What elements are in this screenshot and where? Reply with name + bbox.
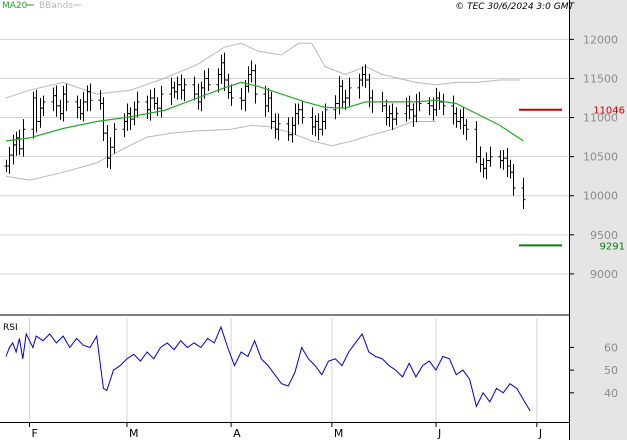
price-bar <box>427 97 432 116</box>
copyright-text: © TEC 30/6/2024 3:0 GMT <box>455 2 575 12</box>
price-bar <box>239 87 244 110</box>
price-bar <box>276 113 281 141</box>
price-bar <box>17 129 22 156</box>
price-level-label: 9291 <box>600 241 625 252</box>
price-bar <box>7 146 12 174</box>
price-bar <box>394 107 399 126</box>
price-bar <box>81 91 86 122</box>
price-bar <box>108 137 113 170</box>
price-y-ticks: 12000 11500 11000 10500 10000 9500 9000 <box>569 33 618 281</box>
price-bar <box>21 119 26 157</box>
rsi-y-tick-label: 60 <box>604 341 618 354</box>
price-y-tick-label: 9500 <box>590 229 618 242</box>
price-bar <box>229 84 234 106</box>
price-grid <box>0 38 569 275</box>
price-y-tick-label: 11500 <box>583 72 618 85</box>
price-levels: 11046 9291 <box>519 106 625 252</box>
price-bar <box>206 68 211 91</box>
ma20-layer <box>5 81 524 142</box>
price-bar <box>112 123 117 154</box>
bband-upper-line <box>5 42 520 99</box>
price-bar <box>296 103 301 125</box>
price-bars <box>4 52 526 210</box>
rsi-layer <box>5 325 531 412</box>
price-bar <box>101 97 106 141</box>
price-bar <box>484 152 489 180</box>
x-tick-label: M <box>334 427 344 440</box>
price-bar <box>488 146 493 167</box>
price-bar <box>474 121 479 163</box>
price-bar <box>135 91 140 118</box>
x-tick-label: F <box>32 427 38 440</box>
price-bar <box>286 117 291 141</box>
price-bar <box>363 64 368 88</box>
price-bar <box>343 89 348 110</box>
price-bar <box>182 78 187 102</box>
price-bar <box>347 77 352 108</box>
ma20-line <box>5 81 524 142</box>
right-axis-panel <box>569 0 627 440</box>
price-y-tick-label: 10000 <box>583 190 618 203</box>
price-bar <box>128 107 133 131</box>
legend-label-ma20: MA20 <box>2 1 28 11</box>
rsi-y-tick-label: 40 <box>604 387 618 400</box>
price-bar <box>501 149 506 170</box>
x-tick-label: M <box>129 427 139 440</box>
rsi-y-tick-label: 50 <box>604 364 618 377</box>
bband-lower-line <box>5 121 436 181</box>
x-tick-label: J <box>437 427 441 440</box>
price-bar <box>521 177 526 210</box>
price-bar <box>222 52 227 91</box>
price-bar <box>192 76 197 101</box>
price-bar <box>511 164 516 196</box>
price-bar <box>407 95 412 120</box>
price-y-tick-label: 10500 <box>583 151 618 164</box>
legend: MA20 BBands <box>2 1 81 11</box>
x-tick-label: J <box>538 427 542 440</box>
rsi-pane-label: RSI <box>3 323 18 333</box>
rsi-line <box>5 325 531 412</box>
legend-label-bbands: BBands <box>39 1 73 11</box>
price-bar <box>88 83 93 112</box>
price-bar <box>454 107 459 128</box>
price-bar <box>202 70 207 99</box>
price-bar <box>390 103 395 131</box>
price-bar <box>54 85 59 117</box>
price-bar <box>300 101 305 124</box>
rsi-y-ticks: 60 50 40 <box>569 341 618 400</box>
price-bar <box>159 85 164 118</box>
price-bar <box>41 95 46 116</box>
price-level-label: 11046 <box>593 106 625 117</box>
price-bar <box>269 91 274 130</box>
x-tick-label: A <box>233 427 241 440</box>
price-y-tick-label: 11000 <box>583 112 618 125</box>
price-y-tick-label: 12000 <box>583 33 618 46</box>
price-bar <box>316 113 321 141</box>
rsi-grid <box>29 318 538 422</box>
price-bar <box>34 89 39 133</box>
price-y-tick-label: 9000 <box>590 268 618 281</box>
price-bar <box>64 83 69 112</box>
price-bar <box>155 97 160 116</box>
price-bar <box>253 64 258 104</box>
price-bar <box>333 95 338 120</box>
price-bar <box>148 89 153 121</box>
price-bar <box>464 119 469 141</box>
bollinger-bands <box>5 42 520 181</box>
price-bar <box>175 76 180 100</box>
price-bar <box>249 60 254 83</box>
